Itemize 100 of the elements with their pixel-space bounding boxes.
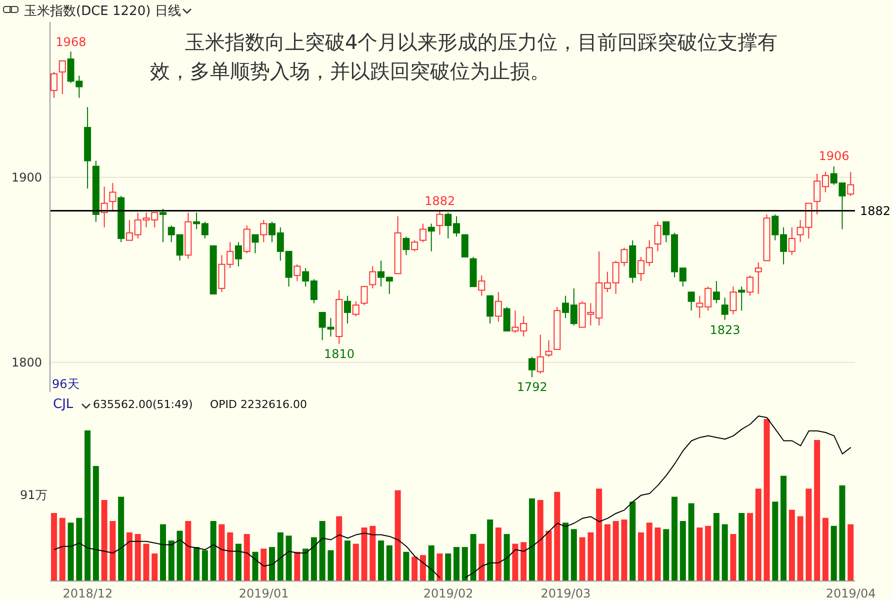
bar — [210, 521, 216, 581]
bar — [487, 519, 494, 581]
bar — [738, 512, 745, 581]
bar — [806, 488, 812, 581]
bar — [101, 500, 108, 581]
bar — [394, 490, 401, 581]
annotation: 1906 — [818, 149, 850, 164]
x-tick-label: 2018/12 — [62, 586, 113, 600]
bar — [152, 553, 158, 581]
bar — [143, 544, 150, 581]
bar — [310, 537, 317, 581]
bar — [134, 534, 141, 581]
bar — [621, 519, 628, 581]
candlestick — [428, 223, 435, 252]
bar — [336, 516, 342, 581]
x-tick-label: 2019/03 — [540, 586, 591, 600]
bar — [420, 555, 426, 581]
bar — [51, 512, 57, 581]
bar — [788, 510, 795, 581]
bar — [764, 419, 770, 581]
bar — [412, 556, 418, 581]
bar — [822, 518, 828, 581]
candlestick — [260, 219, 268, 243]
bar — [244, 534, 250, 581]
candlestick — [109, 182, 116, 212]
x-tick-label: 2019/04 — [826, 586, 876, 600]
bar — [495, 528, 502, 581]
bar — [235, 544, 242, 581]
annotation: 1882 — [424, 194, 456, 208]
bar — [378, 540, 384, 581]
bar — [370, 526, 376, 581]
bar — [512, 544, 518, 581]
bar — [630, 502, 636, 581]
chart-subtitle: 日线 — [155, 3, 181, 20]
bar — [294, 552, 300, 581]
bar — [654, 528, 661, 581]
bar — [646, 522, 652, 581]
bar — [92, 466, 99, 581]
bar — [84, 430, 91, 581]
bar — [688, 503, 694, 581]
candlestick — [58, 60, 66, 95]
bar — [277, 532, 284, 581]
bar — [520, 542, 527, 581]
bar — [588, 532, 594, 581]
bar — [227, 532, 234, 581]
candlestick — [436, 210, 444, 236]
candlestick — [847, 171, 854, 196]
bar — [168, 540, 174, 581]
annotation: 玉米指数向上突破4个月以来形成的压力位，目前回踩突破位支撑有效，多单顺势入场，并以跌回突破位为止损。 — [150, 29, 779, 85]
bar — [160, 524, 166, 581]
bar — [663, 529, 670, 581]
text: OPID 2232616.00 — [210, 398, 307, 411]
bar — [696, 528, 703, 581]
bar — [176, 530, 183, 581]
bar — [302, 548, 309, 581]
candlestick — [528, 356, 536, 378]
bar — [672, 496, 678, 581]
candlestick — [461, 234, 468, 258]
bar — [537, 500, 544, 581]
candlestick — [402, 236, 410, 256]
bar — [848, 524, 854, 581]
candlestick — [721, 297, 728, 320]
candlestick — [344, 295, 351, 324]
bar — [839, 485, 846, 581]
bar — [612, 521, 619, 581]
candlestick — [788, 226, 796, 256]
bar — [755, 488, 762, 581]
bar — [269, 546, 276, 581]
candlestick — [545, 340, 552, 358]
bar — [218, 524, 225, 581]
bar — [772, 502, 778, 581]
candlestick — [688, 292, 695, 312]
bar — [328, 550, 334, 581]
bar — [260, 548, 267, 581]
chart-title: 玉米指数(DCE 1220) — [24, 3, 151, 20]
annotation: 1968 — [54, 34, 88, 49]
bar — [504, 534, 510, 581]
candlestick — [252, 234, 259, 254]
y-tick-label: 1800 — [11, 356, 42, 370]
bar — [126, 532, 132, 581]
ref-line-label: 1882 — [860, 204, 891, 218]
bar — [478, 544, 485, 581]
candlestick — [494, 292, 502, 322]
candlestick — [352, 300, 360, 317]
bar — [470, 534, 476, 581]
bar — [194, 546, 200, 581]
candlestick — [503, 306, 510, 332]
bar — [554, 492, 560, 581]
bar — [579, 537, 586, 581]
bar — [436, 553, 443, 581]
candlestick — [738, 286, 746, 312]
bar — [722, 524, 728, 581]
bar — [780, 476, 787, 581]
candlestick — [536, 334, 544, 374]
candlestick — [654, 221, 662, 252]
bar — [445, 553, 452, 581]
bar — [428, 545, 434, 581]
bar — [361, 528, 368, 581]
annotation: 1823 — [708, 322, 742, 337]
text: 635562.00(51:49) — [93, 398, 193, 411]
